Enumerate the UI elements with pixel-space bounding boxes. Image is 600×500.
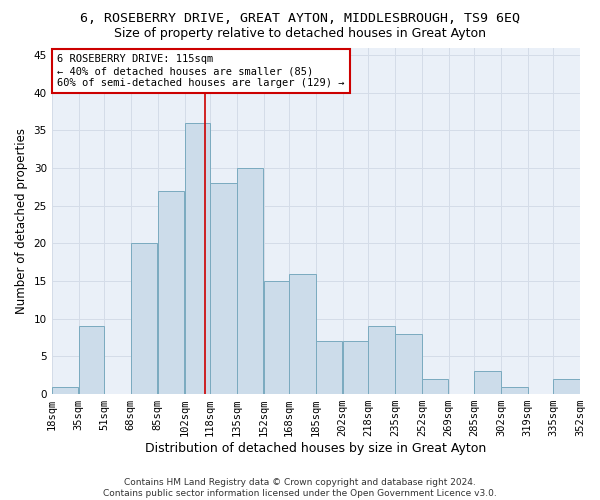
Bar (158, 190, 184, 394)
Text: Size of property relative to detached houses in Great Ayton: Size of property relative to detached ho… (114, 28, 486, 40)
Text: 6 ROSEBERRY DRIVE: 115sqm
← 40% of detached houses are smaller (85)
60% of semi-: 6 ROSEBERRY DRIVE: 115sqm ← 40% of detac… (57, 54, 344, 88)
Bar (185, 123, 209, 394)
Bar (210, 183, 236, 394)
Text: 6, ROSEBERRY DRIVE, GREAT AYTON, MIDDLESBROUGH, TS9 6EQ: 6, ROSEBERRY DRIVE, GREAT AYTON, MIDDLES… (80, 12, 520, 26)
Bar (52, 386, 79, 394)
Bar (79, 326, 104, 394)
X-axis label: Distribution of detached houses by size in Great Ayton: Distribution of detached houses by size … (145, 442, 487, 455)
Bar (289, 274, 316, 394)
Bar (343, 342, 368, 394)
Bar (316, 342, 343, 394)
Bar (264, 281, 289, 394)
Y-axis label: Number of detached properties: Number of detached properties (15, 128, 28, 314)
Text: Contains HM Land Registry data © Crown copyright and database right 2024.
Contai: Contains HM Land Registry data © Crown c… (103, 478, 497, 498)
Bar (368, 326, 395, 394)
Bar (131, 244, 157, 394)
Bar (237, 168, 263, 394)
Bar (501, 386, 527, 394)
Bar (553, 379, 580, 394)
Bar (422, 379, 448, 394)
Bar (395, 334, 422, 394)
Bar (474, 372, 500, 394)
